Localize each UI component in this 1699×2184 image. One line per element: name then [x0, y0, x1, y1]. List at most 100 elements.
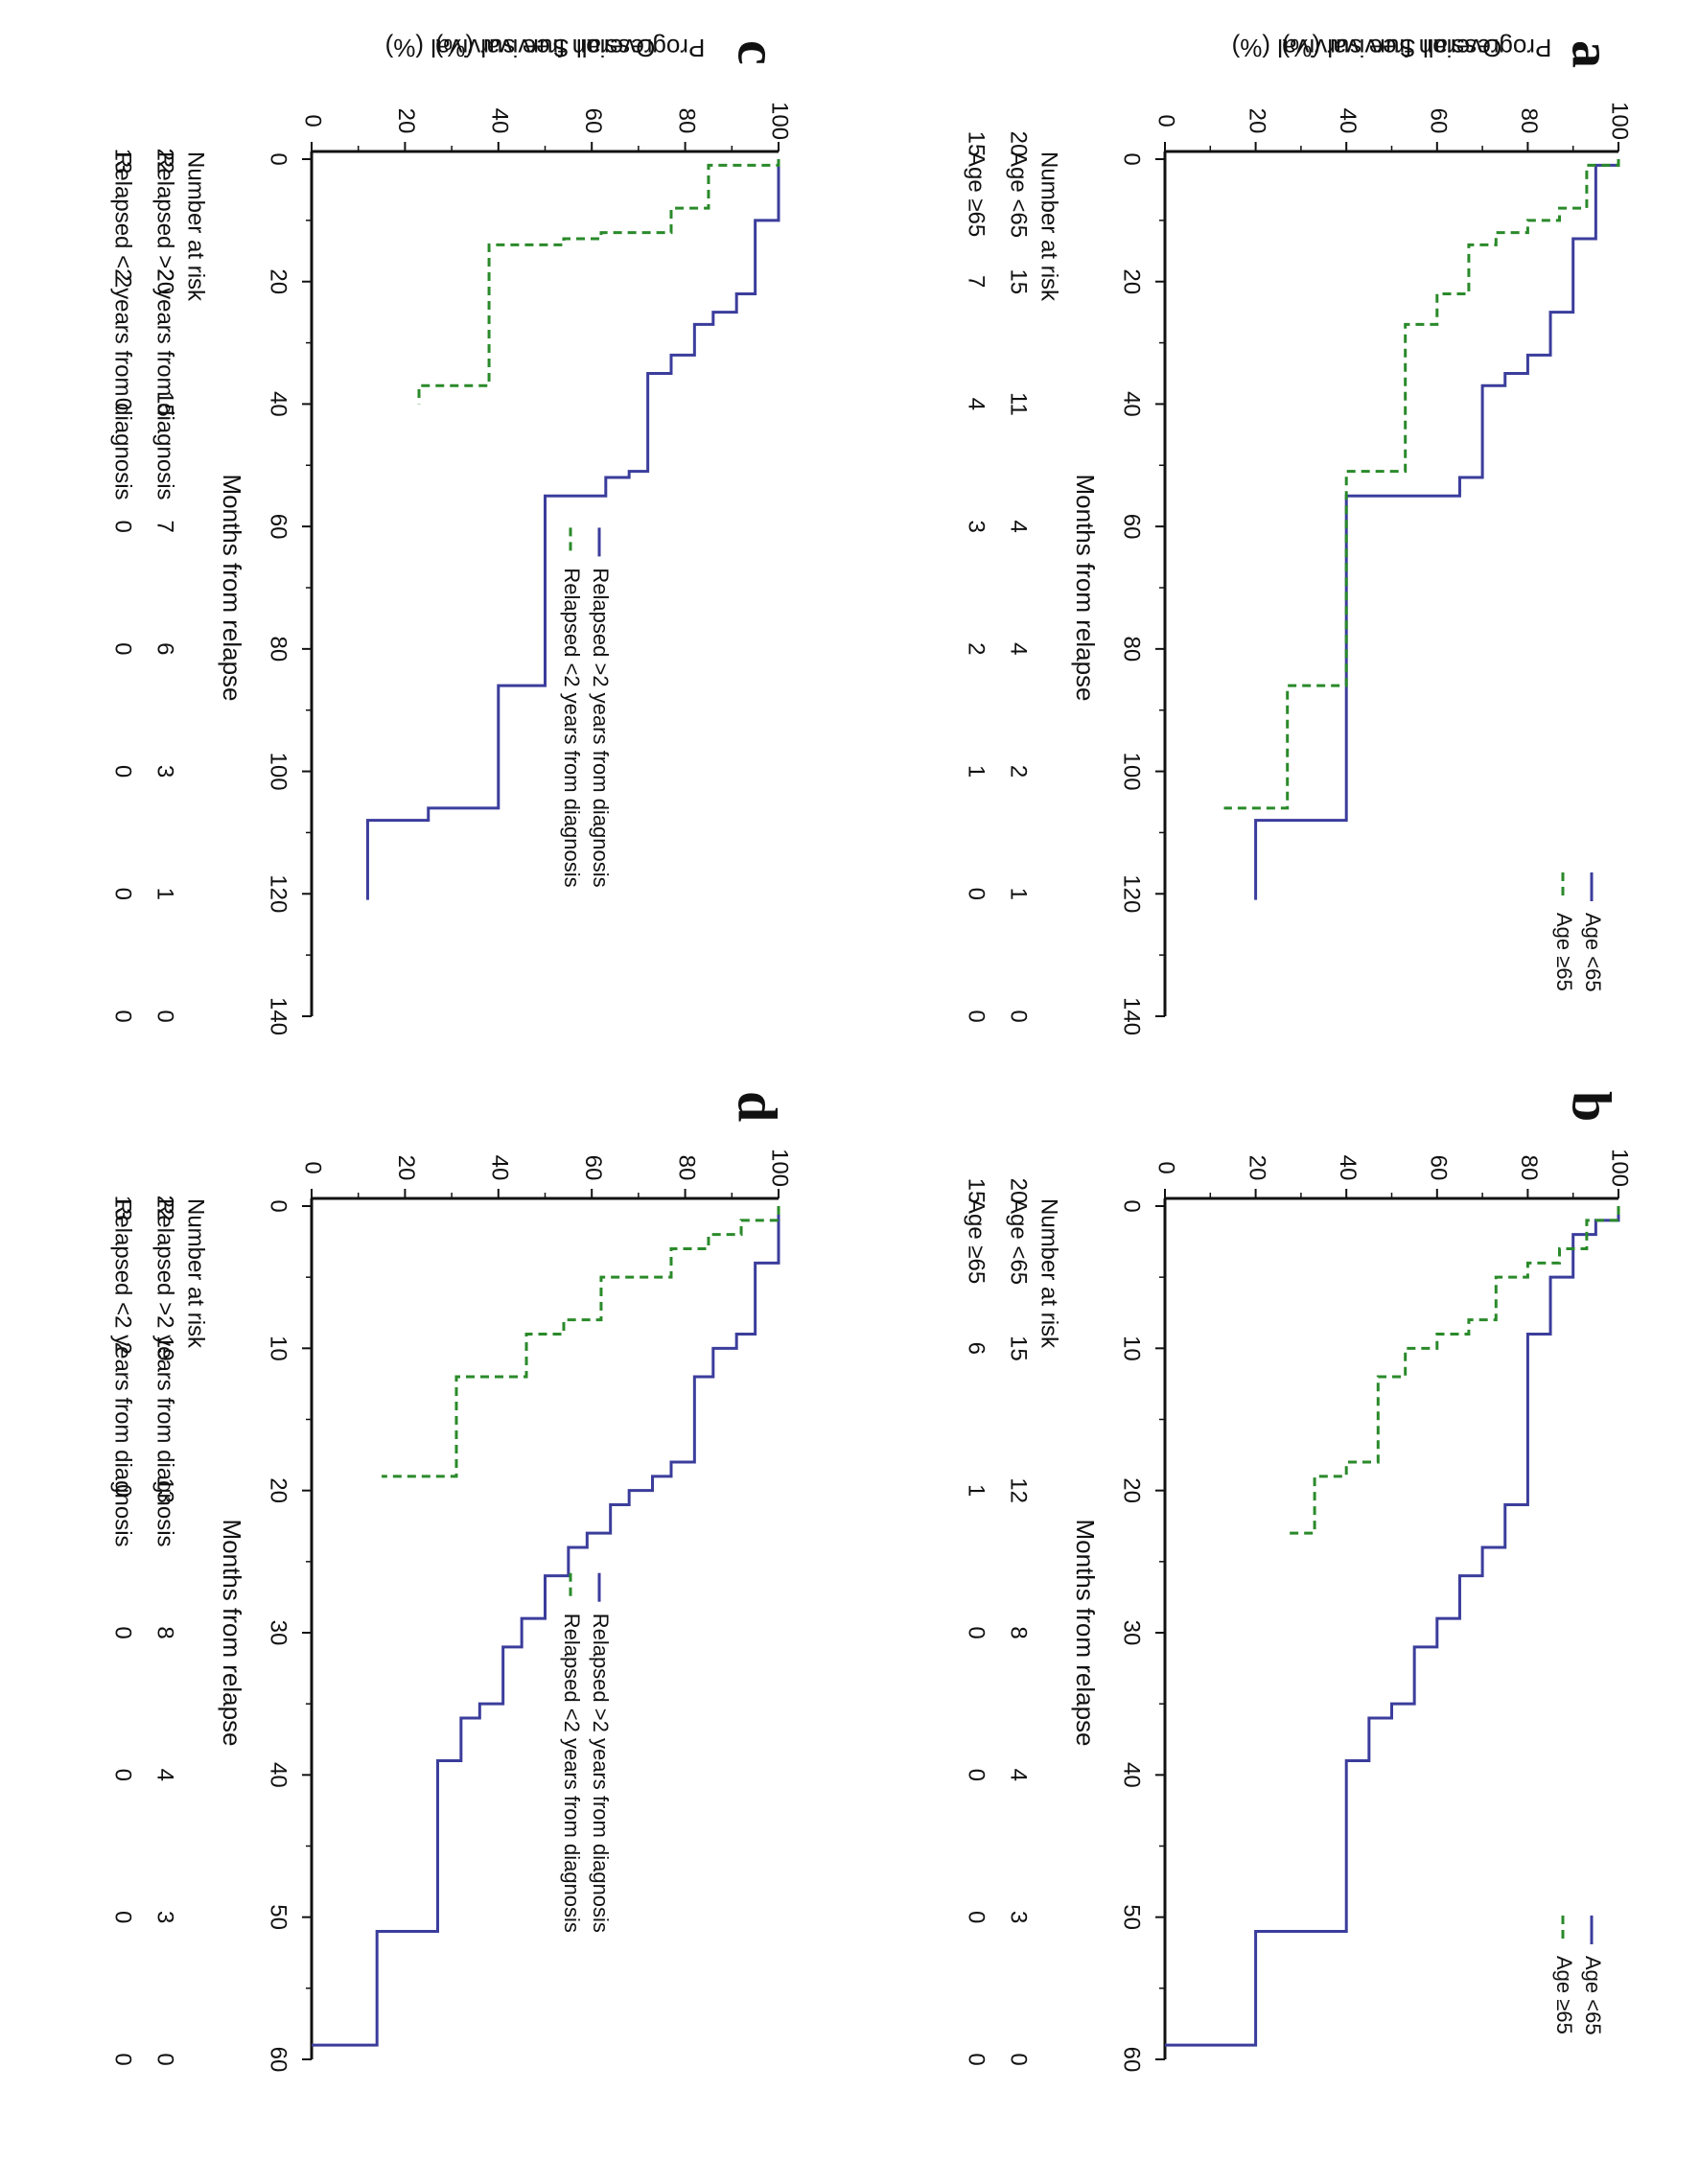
y-axis-title: Overall Survival (%)	[1282, 34, 1502, 62]
risk-value: 0	[110, 398, 136, 410]
risk-value: 0	[110, 1626, 136, 1638]
y-axis-title: Progression free survival (%)	[1232, 34, 1552, 62]
risk-value: 0	[1006, 2053, 1032, 2065]
x-tick-label: 60	[1119, 2047, 1145, 2073]
risk-value: 0	[110, 1911, 136, 1923]
y-tick-label: 100	[767, 102, 793, 140]
risk-value: 4	[1006, 1769, 1032, 1781]
risk-value: 0	[964, 1911, 989, 1923]
x-tick-label: 40	[1119, 391, 1145, 417]
legend-label: Age <65	[1581, 1956, 1605, 2035]
panel-letter: a	[1560, 40, 1622, 68]
y-tick-label: 20	[393, 1155, 419, 1181]
y-tick-label: 40	[1335, 108, 1361, 134]
risk-value: 3	[964, 520, 989, 532]
y-tick-label: 60	[580, 1155, 606, 1181]
risk-value: 15	[964, 1178, 989, 1204]
series-line-1	[365, 159, 780, 900]
risk-table-header: Number at risk	[183, 1198, 209, 1349]
x-axis-title: Months from relapse	[218, 1520, 246, 1747]
x-tick-label: 100	[1119, 753, 1145, 791]
risk-value: 8	[1006, 1626, 1032, 1638]
risk-table-header: Number at risk	[183, 151, 209, 302]
risk-value: 13	[110, 1196, 136, 1221]
legend-label: Relapsed <2 years from diagnosis	[560, 1614, 584, 1933]
risk-value: 1	[152, 888, 178, 900]
x-tick-label: 120	[1119, 874, 1145, 913]
y-tick-label: 100	[1607, 1149, 1633, 1187]
risk-value: 20	[152, 268, 178, 294]
series-line-2	[417, 159, 780, 405]
x-tick-label: 50	[266, 1904, 291, 1930]
panel-letter: c	[726, 40, 788, 65]
risk-value: 7	[964, 275, 989, 288]
risk-value: 2	[110, 1342, 136, 1355]
risk-row-label: Age <65	[1006, 1198, 1032, 1285]
risk-row-label: Relapsed <2 years from diagnosis	[110, 151, 136, 500]
risk-value: 15	[1006, 1336, 1032, 1361]
series-line-1	[312, 1206, 780, 2047]
risk-value: 4	[1006, 642, 1032, 655]
risk-table-header: Number at risk	[1036, 1198, 1062, 1349]
x-tick-label: 20	[1119, 268, 1145, 294]
x-tick-label: 0	[266, 1199, 291, 1212]
risk-value: 0	[110, 765, 136, 778]
y-tick-label: 0	[300, 1161, 326, 1173]
risk-value: 0	[152, 1010, 178, 1022]
risk-value: 12	[1006, 1477, 1032, 1503]
y-tick-label: 0	[300, 114, 326, 127]
x-tick-label: 0	[266, 152, 291, 165]
x-tick-label: 40	[266, 1762, 291, 1788]
risk-value: 2	[1006, 765, 1032, 778]
legend-label: Age <65	[1581, 913, 1605, 992]
x-tick-label: 0	[1119, 152, 1145, 165]
risk-value: 2	[964, 642, 989, 655]
y-tick-label: 80	[673, 108, 699, 134]
legend-label: Relapsed >2 years from diagnosis	[589, 1614, 613, 1933]
y-tick-label: 100	[767, 1149, 793, 1187]
risk-value: 1	[964, 765, 989, 778]
y-tick-label: 40	[1335, 1155, 1361, 1181]
panel-letter: d	[726, 1091, 788, 1122]
x-tick-label: 20	[1119, 1477, 1145, 1503]
legend-label: Age ≥65	[1552, 913, 1576, 991]
x-tick-label: 30	[1119, 1620, 1145, 1646]
risk-value: 0	[964, 2053, 989, 2065]
panel-letter: b	[1560, 1091, 1622, 1122]
risk-row-label: Age <65	[1006, 151, 1032, 238]
risk-value: 0	[110, 642, 136, 655]
risk-value: 4	[152, 1769, 178, 1781]
risk-value: 3	[152, 1911, 178, 1923]
risk-value: 2	[110, 275, 136, 288]
x-tick-label: 60	[266, 514, 291, 540]
x-tick-label: 10	[266, 1336, 291, 1361]
y-tick-label: 0	[1153, 1161, 1179, 1173]
risk-table-header: Number at risk	[1036, 151, 1062, 302]
series-line-1	[1254, 159, 1620, 900]
risk-value: 0	[110, 1484, 136, 1497]
legend-label: Relapsed <2 years from diagnosis	[560, 568, 584, 887]
risk-value: 0	[964, 1626, 989, 1638]
series-line-2	[1223, 159, 1620, 810]
x-axis-title: Months from relapse	[1071, 1520, 1100, 1747]
x-tick-label: 0	[1119, 1199, 1145, 1212]
y-axis-title: Progression free survival (%)	[385, 34, 706, 62]
y-tick-label: 20	[393, 108, 419, 134]
y-tick-label: 20	[1244, 108, 1269, 134]
x-tick-label: 30	[266, 1620, 291, 1646]
risk-value: 0	[110, 1769, 136, 1781]
risk-value: 19	[152, 1336, 178, 1361]
series-line-2	[382, 1206, 780, 1478]
risk-row-label: Relapsed >2 years from diagnosis	[152, 151, 178, 500]
x-tick-label: 140	[266, 997, 291, 1035]
y-tick-label: 80	[1516, 1155, 1542, 1181]
risk-value: 22	[152, 1196, 178, 1221]
x-tick-label: 140	[1119, 997, 1145, 1035]
risk-value: 6	[964, 1342, 989, 1355]
risk-value: 0	[152, 2053, 178, 2065]
x-tick-label: 80	[266, 637, 291, 662]
